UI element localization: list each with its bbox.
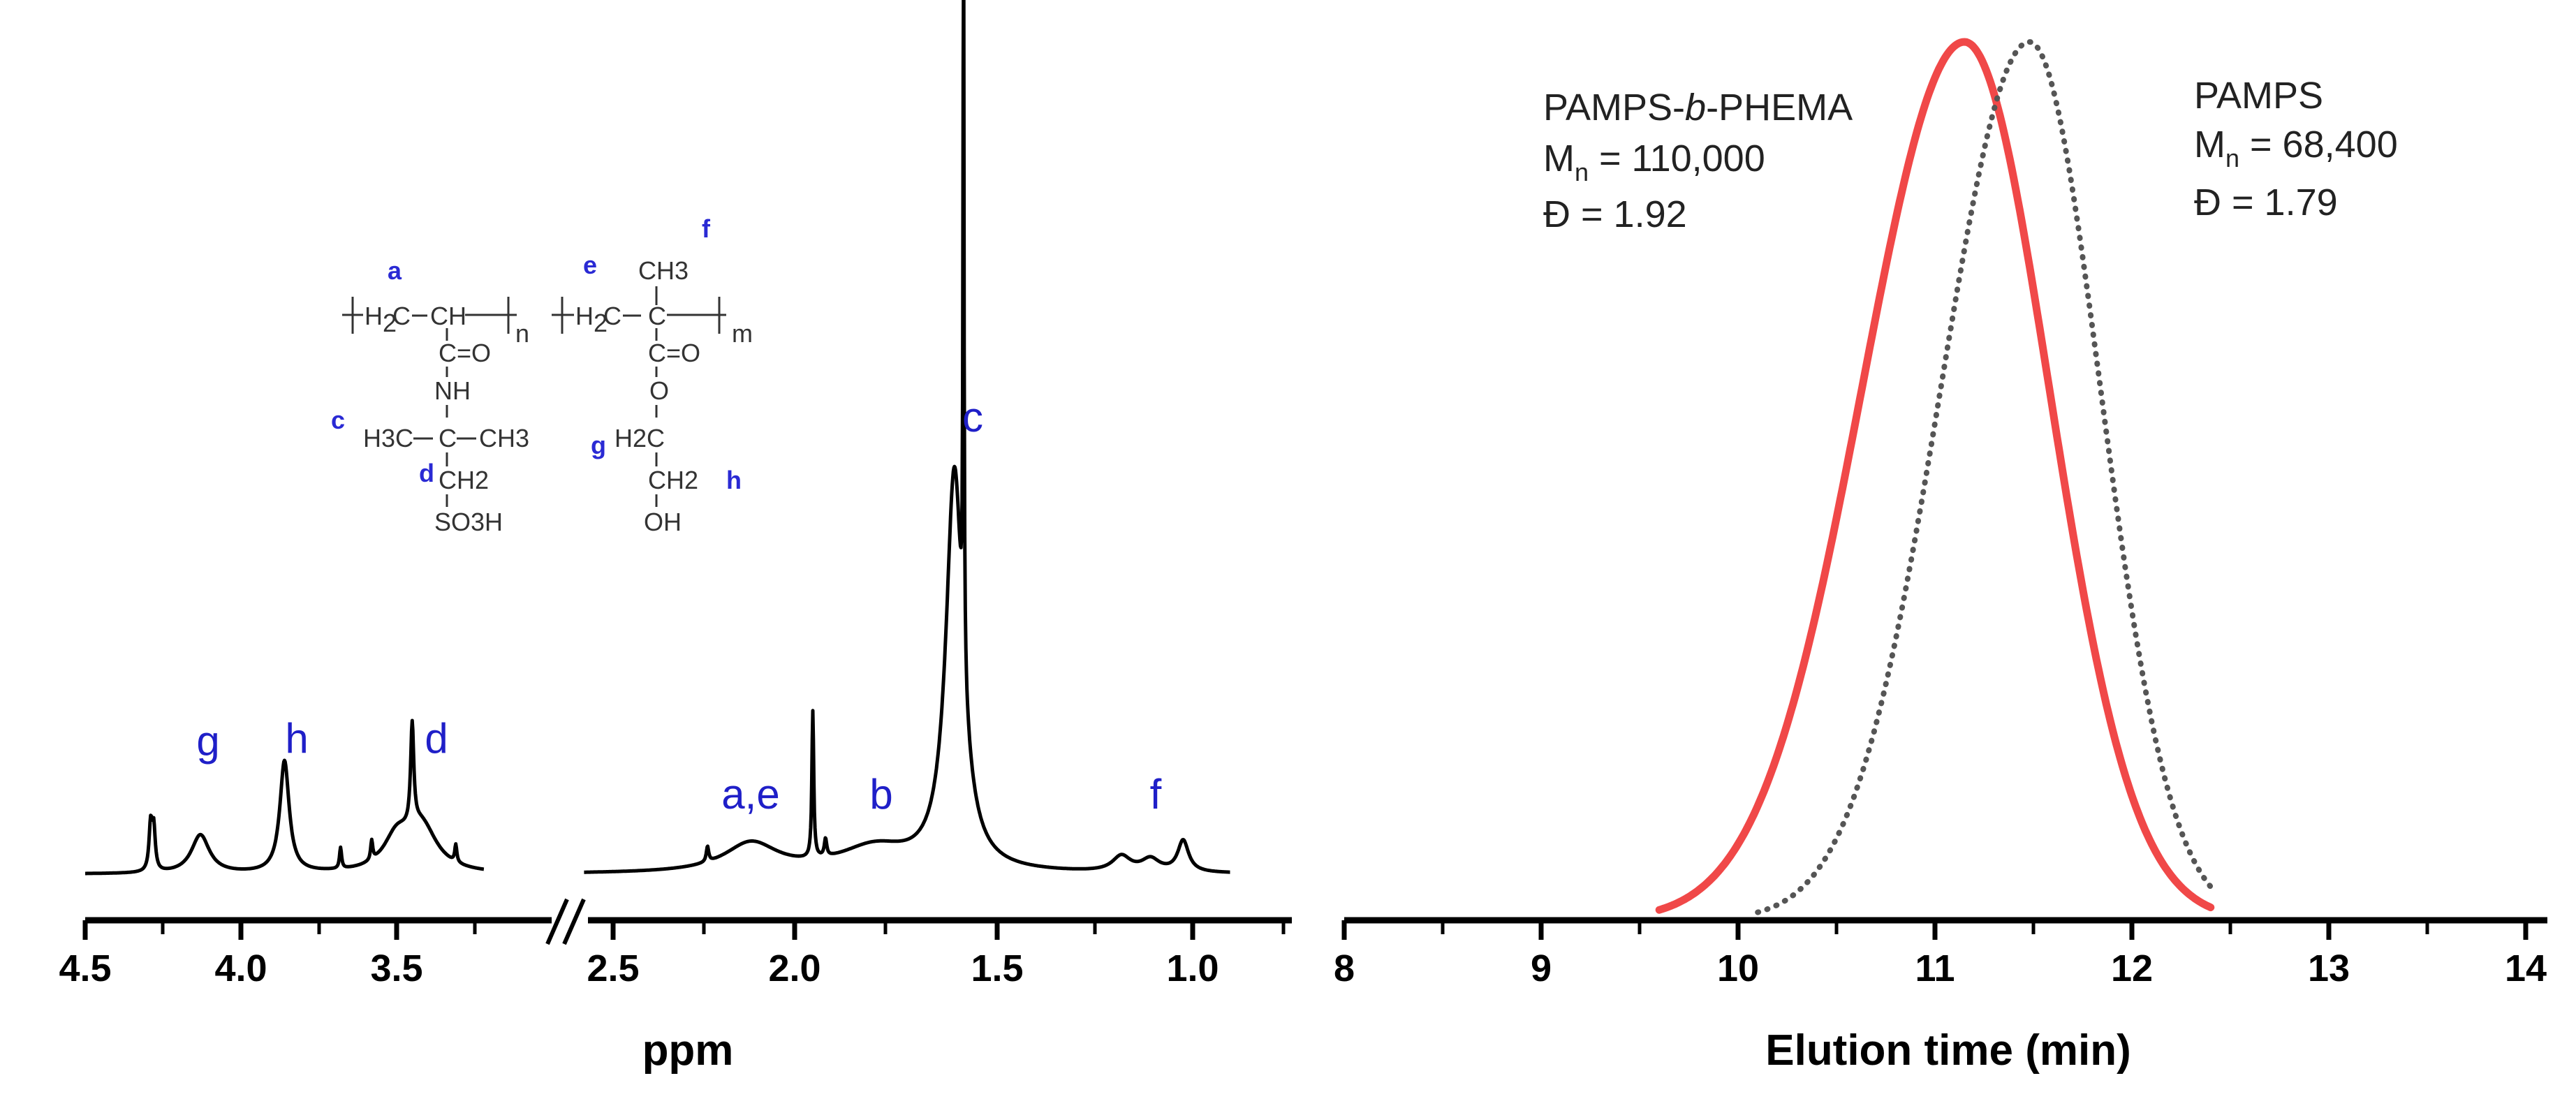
svg-text:C: C bbox=[603, 302, 621, 330]
ch2-group-d: CH2 bbox=[439, 466, 489, 494]
repeat-unit-n: n bbox=[515, 319, 529, 348]
svg-text:C: C bbox=[392, 302, 411, 330]
repeat-unit-m: m bbox=[732, 319, 753, 348]
nmr-tick-label: 4.5 bbox=[59, 947, 111, 989]
nmr-trace-left-segment bbox=[84, 718, 485, 876]
homopolymer-dispersity: Đ = 1.79 bbox=[2194, 182, 2338, 223]
nmr-tick-label: 1.5 bbox=[971, 947, 1023, 989]
svg-text:H: H bbox=[365, 302, 383, 330]
nmr-tick-label: 2.5 bbox=[587, 947, 639, 989]
h2c-group-g: H2C bbox=[614, 424, 665, 452]
homopolymer-name: PAMPS bbox=[2194, 75, 2323, 117]
sec-tick-label: 11 bbox=[1915, 947, 1955, 989]
polymer-structure-diagram: H 2 C CH n H 2 C C m CH3 C=O N bbox=[331, 214, 753, 536]
ch2-group-h: CH2 bbox=[648, 466, 698, 494]
svg-text:2: 2 bbox=[594, 309, 608, 337]
sec-panel: 8 9 10 11 12 13 14 Elution time (min) PA… bbox=[1334, 38, 2547, 1075]
axis-break-icon bbox=[545, 898, 586, 945]
peak-label-g: g bbox=[196, 718, 219, 765]
nmr-tick-label: 3.5 bbox=[370, 947, 422, 989]
nmr-panel: 4.5 4.0 3.5 2.5 2.0 1.5 1.0 ppm g h d a,… bbox=[59, 0, 1292, 1075]
oh-group: OH bbox=[644, 508, 682, 536]
svg-text:C: C bbox=[439, 424, 457, 452]
peak-label-f: f bbox=[1150, 771, 1162, 818]
so3h-group: SO3H bbox=[434, 508, 503, 536]
block-copolymer-dispersity: Đ = 1.92 bbox=[1543, 193, 1687, 235]
nmr-x-axis-title: ppm bbox=[642, 1026, 734, 1075]
svg-text:C: C bbox=[648, 302, 666, 330]
block-copolymer-mn: Mn = 110,000 bbox=[1543, 138, 1765, 186]
sec-tick-label: 14 bbox=[2505, 947, 2547, 989]
peak-label-ae: a,e bbox=[721, 771, 779, 818]
svg-text:O: O bbox=[649, 376, 669, 405]
block-copolymer-name: PAMPS-b-PHEMA bbox=[1543, 87, 1853, 128]
structure-label-e: e bbox=[583, 251, 597, 279]
nmr-tick-label: 1.0 bbox=[1166, 947, 1219, 989]
structure-label-c: c bbox=[331, 406, 345, 434]
sec-tick-label: 12 bbox=[2111, 947, 2153, 989]
structure-label-d: d bbox=[419, 459, 434, 487]
structure-label-g: g bbox=[591, 431, 606, 459]
structure-label-h: h bbox=[726, 466, 742, 494]
svg-text:C=O: C=O bbox=[648, 339, 700, 367]
nmr-trace-right-segment bbox=[582, 0, 1232, 874]
svg-text:2: 2 bbox=[383, 309, 397, 337]
homopolymer-mn: Mn = 68,400 bbox=[2194, 124, 2398, 172]
sec-tick-label: 10 bbox=[1717, 947, 1759, 989]
svg-text:H: H bbox=[575, 302, 594, 330]
peak-label-c: c bbox=[962, 394, 983, 441]
nmr-tick-label: 2.0 bbox=[768, 947, 820, 989]
peak-label-h: h bbox=[285, 715, 308, 762]
nh-group: NH bbox=[434, 376, 471, 405]
ch3-right-group: CH3 bbox=[479, 424, 529, 452]
peak-label-d: d bbox=[425, 715, 448, 762]
nmr-tick-marks bbox=[82, 920, 1286, 940]
sec-tick-label: 13 bbox=[2308, 947, 2350, 989]
h3c-group: H3C bbox=[363, 424, 413, 452]
svg-text:C=O: C=O bbox=[439, 339, 491, 367]
svg-text:CH: CH bbox=[430, 302, 466, 330]
structure-label-a: a bbox=[388, 256, 402, 285]
sec-curve-pamps-b-phema bbox=[1655, 38, 2215, 914]
sec-tick-label: 9 bbox=[1531, 947, 1552, 989]
structure-label-f: f bbox=[702, 214, 711, 243]
sec-curve-pamps bbox=[1755, 38, 2218, 915]
sec-tick-marks bbox=[1341, 920, 2529, 940]
ch3-group: CH3 bbox=[638, 256, 689, 285]
nmr-tick-label: 4.0 bbox=[214, 947, 267, 989]
sec-tick-label: 8 bbox=[1334, 947, 1355, 989]
sec-x-axis-title: Elution time (min) bbox=[1765, 1026, 2131, 1075]
peak-label-b: b bbox=[869, 771, 892, 818]
